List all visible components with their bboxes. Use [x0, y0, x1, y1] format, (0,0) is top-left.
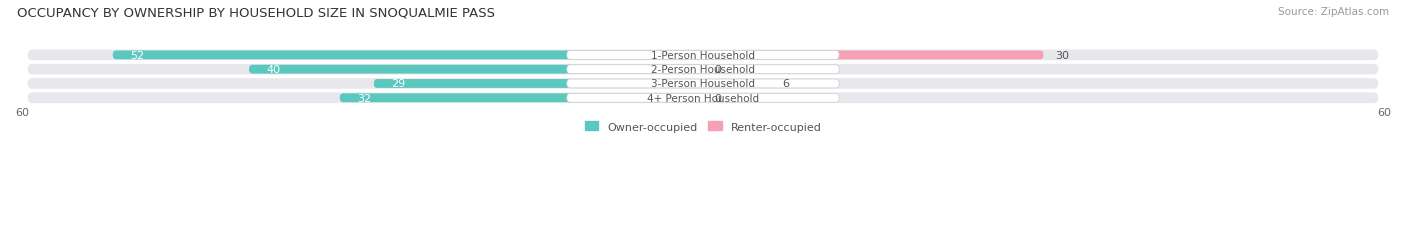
FancyBboxPatch shape [567, 65, 839, 74]
Text: 30: 30 [1054, 51, 1069, 61]
Text: 0: 0 [714, 65, 721, 75]
FancyBboxPatch shape [703, 80, 770, 88]
FancyBboxPatch shape [28, 93, 1378, 104]
FancyBboxPatch shape [567, 51, 839, 60]
Text: OCCUPANCY BY OWNERSHIP BY HOUSEHOLD SIZE IN SNOQUALMIE PASS: OCCUPANCY BY OWNERSHIP BY HOUSEHOLD SIZE… [17, 7, 495, 20]
FancyBboxPatch shape [567, 94, 839, 103]
Text: 52: 52 [129, 51, 143, 61]
FancyBboxPatch shape [112, 51, 703, 60]
FancyBboxPatch shape [374, 80, 703, 88]
Text: 2-Person Household: 2-Person Household [651, 65, 755, 75]
Text: 40: 40 [266, 65, 280, 75]
FancyBboxPatch shape [28, 50, 1378, 61]
FancyBboxPatch shape [28, 79, 1378, 89]
Text: 60: 60 [15, 107, 30, 117]
Text: 29: 29 [391, 79, 405, 89]
Legend: Owner-occupied, Renter-occupied: Owner-occupied, Renter-occupied [581, 117, 825, 137]
Text: 0: 0 [714, 93, 721, 103]
FancyBboxPatch shape [340, 94, 703, 103]
Text: 4+ Person Household: 4+ Person Household [647, 93, 759, 103]
Text: Source: ZipAtlas.com: Source: ZipAtlas.com [1278, 7, 1389, 17]
FancyBboxPatch shape [28, 65, 1378, 75]
FancyBboxPatch shape [703, 51, 1043, 60]
FancyBboxPatch shape [567, 80, 839, 88]
Text: 6: 6 [783, 79, 789, 89]
Text: 60: 60 [1376, 107, 1391, 117]
FancyBboxPatch shape [249, 65, 703, 74]
Text: 1-Person Household: 1-Person Household [651, 51, 755, 61]
Text: 3-Person Household: 3-Person Household [651, 79, 755, 89]
Text: 32: 32 [357, 93, 371, 103]
